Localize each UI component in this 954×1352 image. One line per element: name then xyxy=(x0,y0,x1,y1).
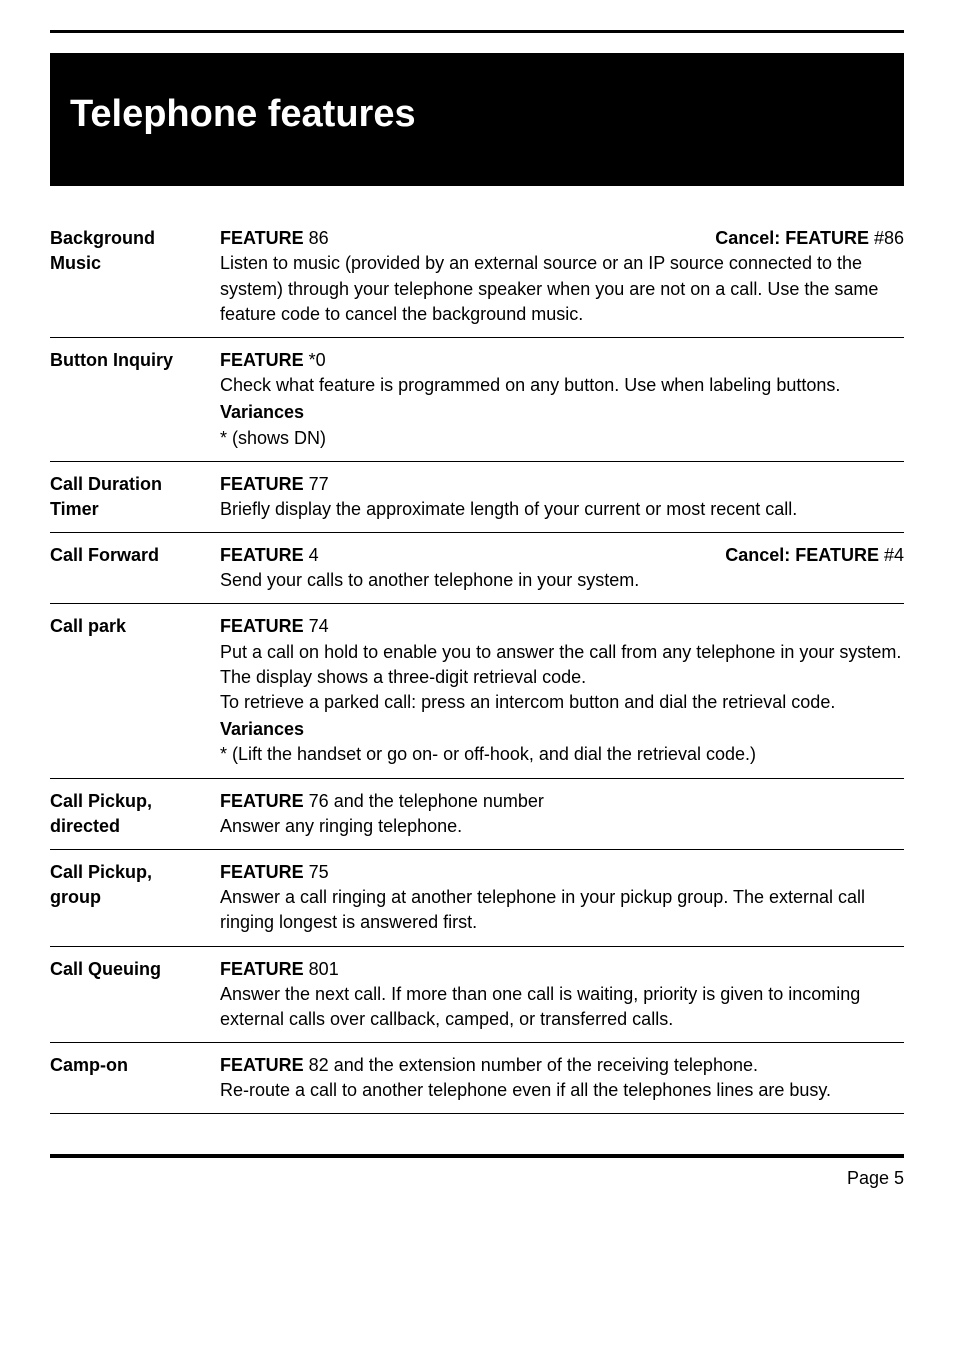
variances-body: * (shows DN) xyxy=(220,426,904,451)
cancel-num: #86 xyxy=(869,228,904,248)
label-line: Call Pickup, xyxy=(50,789,210,814)
code-num: 801 xyxy=(304,959,339,979)
feature-body: Answer a call ringing at another telepho… xyxy=(220,885,904,935)
feature-body: Check what feature is programmed on any … xyxy=(220,373,904,398)
feature-row: Call park FEATURE 74 Put a call on hold … xyxy=(50,604,904,778)
code-num: 75 xyxy=(304,862,329,882)
feature-desc: FEATURE *0 Check what feature is program… xyxy=(220,348,904,451)
label-line: Call Queuing xyxy=(50,957,210,982)
feature-row: Call Forward FEATURE 4 Cancel: FEATURE #… xyxy=(50,533,904,604)
feature-code-line: FEATURE 4 Cancel: FEATURE #4 xyxy=(220,543,904,568)
feature-label: Call Pickup, directed xyxy=(50,789,220,839)
feature-body: Put a call on hold to enable you to answ… xyxy=(220,640,904,690)
feature-row: Call Queuing FEATURE 801 Answer the next… xyxy=(50,947,904,1044)
label-line: Call Forward xyxy=(50,543,210,568)
cancel-num: #4 xyxy=(879,545,904,565)
feature-body: To retrieve a parked call: press an inte… xyxy=(220,690,904,715)
feature-label: Camp-on xyxy=(50,1053,220,1103)
feature-desc: FEATURE 801 Answer the next call. If mor… xyxy=(220,957,904,1033)
label-line: Button Inquiry xyxy=(50,348,210,373)
feature-cancel: Cancel: FEATURE #4 xyxy=(725,543,904,568)
feature-code: FEATURE 74 xyxy=(220,614,904,639)
feature-row: Call Duration Timer FEATURE 77 Briefly d… xyxy=(50,462,904,533)
variances-body: * (Lift the handset or go on- or off-hoo… xyxy=(220,742,904,767)
feature-desc: FEATURE 4 Cancel: FEATURE #4 Send your c… xyxy=(220,543,904,593)
feature-label: Call park xyxy=(50,614,220,767)
feature-label: Call Queuing xyxy=(50,957,220,1033)
feature-desc: FEATURE 76 and the telephone number Answ… xyxy=(220,789,904,839)
cancel-label: Cancel: FEATURE xyxy=(725,545,879,565)
code-num: 86 xyxy=(304,228,329,248)
feature-code: FEATURE 75 xyxy=(220,860,904,885)
feature-desc: FEATURE 77 Briefly display the approxima… xyxy=(220,472,904,522)
feature-code: FEATURE *0 xyxy=(220,348,904,373)
feature-code-line: FEATURE 86 Cancel: FEATURE #86 xyxy=(220,226,904,251)
code-label: FEATURE xyxy=(220,350,304,370)
feature-code: FEATURE 86 xyxy=(220,226,329,251)
label-line: group xyxy=(50,885,210,910)
feature-body: Briefly display the approximate length o… xyxy=(220,497,904,522)
label-line: Call Duration xyxy=(50,472,210,497)
code-label: FEATURE xyxy=(220,474,304,494)
feature-cancel: Cancel: FEATURE #86 xyxy=(715,226,904,251)
feature-body: Answer any ringing telephone. xyxy=(220,814,904,839)
feature-code: FEATURE 76 and the telephone number xyxy=(220,789,904,814)
feature-label: Call Duration Timer xyxy=(50,472,220,522)
feature-label: Call Pickup, group xyxy=(50,860,220,936)
feature-desc: FEATURE 75 Answer a call ringing at anot… xyxy=(220,860,904,936)
code-num: 74 xyxy=(304,616,329,636)
code-label: FEATURE xyxy=(220,862,304,882)
label-line: Call Pickup, xyxy=(50,860,210,885)
variances-head: Variances xyxy=(220,400,904,425)
page-header: Telephone features xyxy=(50,53,904,186)
code-label: FEATURE xyxy=(220,791,304,811)
feature-body: Re-route a call to another telephone eve… xyxy=(220,1078,904,1103)
label-line: directed xyxy=(50,814,210,839)
feature-row: Call Pickup, directed FEATURE 76 and the… xyxy=(50,779,904,850)
code-num: 4 xyxy=(304,545,319,565)
bottom-rule xyxy=(50,1154,904,1158)
code-num: 82 and the extension number of the recei… xyxy=(304,1055,758,1075)
feature-code: FEATURE 77 xyxy=(220,472,904,497)
feature-row: Background Music FEATURE 86 Cancel: FEAT… xyxy=(50,216,904,338)
feature-row: Call Pickup, group FEATURE 75 Answer a c… xyxy=(50,850,904,947)
code-num: 77 xyxy=(304,474,329,494)
feature-body: Answer the next call. If more than one c… xyxy=(220,982,904,1032)
feature-body: Listen to music (provided by an external… xyxy=(220,251,904,327)
feature-desc: FEATURE 82 and the extension number of t… xyxy=(220,1053,904,1103)
cancel-label: Cancel: FEATURE xyxy=(715,228,869,248)
feature-code: FEATURE 4 xyxy=(220,543,319,568)
feature-label: Button Inquiry xyxy=(50,348,220,451)
label-line: Music xyxy=(50,251,210,276)
feature-desc: FEATURE 74 Put a call on hold to enable … xyxy=(220,614,904,767)
variances-head: Variances xyxy=(220,717,904,742)
code-label: FEATURE xyxy=(220,1055,304,1075)
feature-body: Send your calls to another telephone in … xyxy=(220,568,904,593)
label-line: Background xyxy=(50,226,210,251)
feature-label: Call Forward xyxy=(50,543,220,593)
feature-desc: FEATURE 86 Cancel: FEATURE #86 Listen to… xyxy=(220,226,904,327)
code-label: FEATURE xyxy=(220,545,304,565)
label-line: Timer xyxy=(50,497,210,522)
feature-code: FEATURE 82 and the extension number of t… xyxy=(220,1053,904,1078)
top-rule xyxy=(50,30,904,33)
page-title: Telephone features xyxy=(70,88,884,141)
feature-label: Background Music xyxy=(50,226,220,327)
code-num: *0 xyxy=(304,350,326,370)
code-label: FEATURE xyxy=(220,616,304,636)
code-label: FEATURE xyxy=(220,228,304,248)
feature-code: FEATURE 801 xyxy=(220,957,904,982)
code-label: FEATURE xyxy=(220,959,304,979)
label-line: Camp-on xyxy=(50,1053,210,1078)
page-number: Page 5 xyxy=(50,1166,904,1191)
feature-row: Camp-on FEATURE 82 and the extension num… xyxy=(50,1043,904,1114)
feature-row: Button Inquiry FEATURE *0 Check what fea… xyxy=(50,338,904,462)
code-num: 76 and the telephone number xyxy=(304,791,544,811)
label-line: Call park xyxy=(50,614,210,639)
